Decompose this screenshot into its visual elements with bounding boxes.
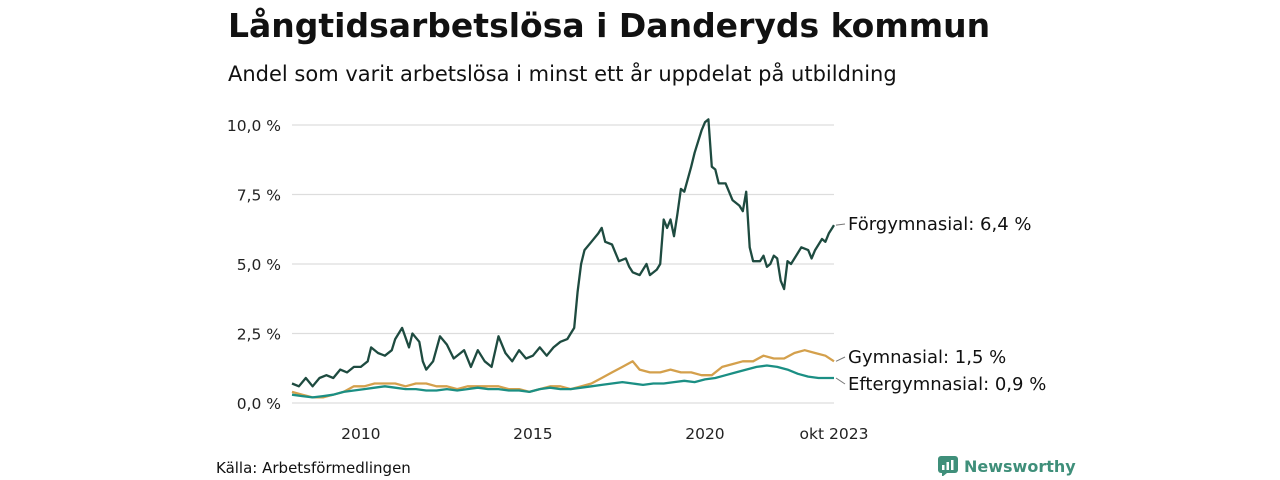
series-line-gymnasial [291, 349, 835, 399]
label-connector [835, 223, 846, 226]
y-tick-label: 7,5 % [237, 187, 281, 205]
y-tick-label: 2,5 % [237, 326, 281, 344]
series-line-förgymnasial [291, 118, 835, 388]
series-label-gymnasial: Gymnasial: 1,5 % [848, 347, 1006, 368]
y-tick-label: 10,0 % [227, 117, 281, 135]
newsworthy-logo-icon [938, 456, 958, 476]
x-tick-label: 2015 [513, 425, 552, 443]
x-tick-label: 2020 [685, 425, 724, 443]
newsworthy-logo: Newsworthy [938, 456, 1076, 476]
y-tick-label: 0,0 % [237, 395, 281, 413]
label-connector [835, 356, 846, 362]
chart-title: Långtidsarbetslösa i Danderyds kommun [228, 6, 991, 45]
series-label-eftergymnasial: Eftergymnasial: 0,9 % [848, 374, 1046, 395]
brand-name: Newsworthy [964, 456, 1076, 476]
label-connector [835, 377, 846, 385]
x-tick-label: 2010 [341, 425, 380, 443]
series-label-förgymnasial: Förgymnasial: 6,4 % [848, 214, 1032, 235]
series-line-eftergymnasial [291, 364, 834, 399]
x-tick-label: okt 2023 [800, 425, 869, 443]
y-tick-label: 5,0 % [237, 256, 281, 274]
source-note: Källa: Arbetsförmedlingen [216, 459, 411, 477]
chart-subtitle: Andel som varit arbetslösa i minst ett å… [228, 62, 897, 86]
